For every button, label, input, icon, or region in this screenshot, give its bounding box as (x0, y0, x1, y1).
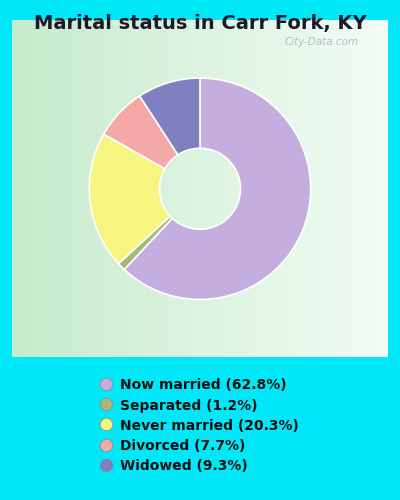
Wedge shape (118, 216, 172, 270)
Text: City-Data.com: City-Data.com (284, 37, 359, 47)
Wedge shape (89, 134, 170, 264)
Wedge shape (104, 96, 178, 169)
Wedge shape (124, 78, 311, 300)
Wedge shape (140, 78, 200, 155)
Text: Marital status in Carr Fork, KY: Marital status in Carr Fork, KY (34, 14, 366, 33)
Legend: Now married (62.8%), Separated (1.2%), Never married (20.3%), Divorced (7.7%), W: Now married (62.8%), Separated (1.2%), N… (97, 374, 303, 478)
